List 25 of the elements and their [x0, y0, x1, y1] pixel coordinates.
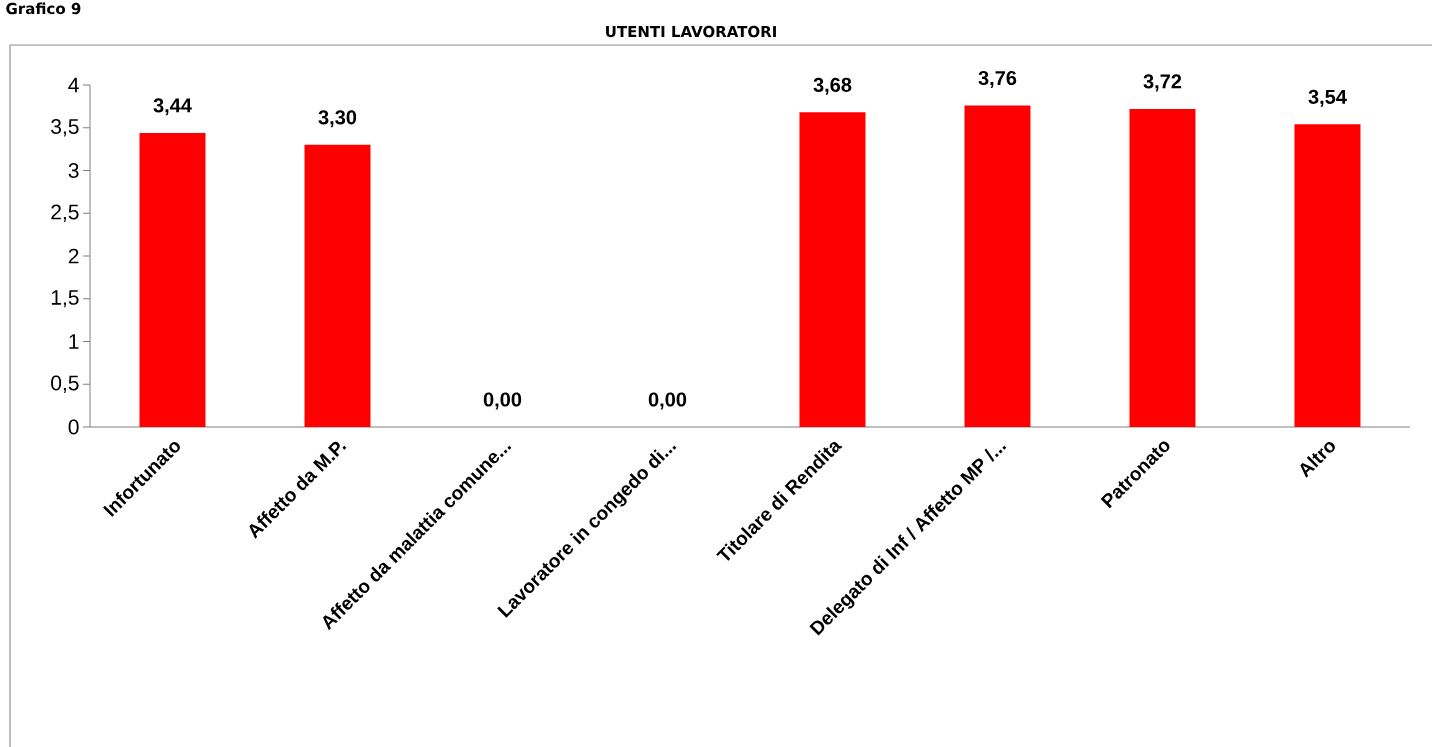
y-tick-label: 0	[68, 419, 79, 435]
y-tick-label: 4	[68, 77, 79, 93]
bar	[964, 105, 1031, 427]
y-tick-label: 2	[68, 248, 79, 264]
data-label: 3,30	[318, 110, 357, 128]
bar	[799, 112, 866, 427]
data-label: 3,68	[813, 77, 852, 95]
y-tick-label: 2,5	[51, 204, 79, 222]
y-tick-label: 0,5	[51, 375, 79, 393]
chart-title: UTENTI LAVORATORI	[606, 25, 776, 38]
data-label: 0,00	[483, 392, 522, 410]
data-label: 3,72	[1143, 74, 1182, 92]
data-label: 3,44	[153, 98, 192, 116]
y-tick-label: 1,5	[51, 290, 79, 308]
data-label: 3,54	[1308, 89, 1347, 107]
text: Grafico 9	[6, 2, 81, 15]
y-tick-label: 1	[69, 334, 79, 349]
bar	[1294, 124, 1361, 427]
data-label: 0,00	[648, 392, 687, 410]
data-label: 3,76	[978, 70, 1017, 88]
bar	[139, 132, 206, 427]
bar	[304, 144, 371, 427]
y-tick-label: 3,5	[51, 119, 79, 137]
y-tick-label: 3	[68, 163, 79, 178]
bar	[1129, 108, 1196, 427]
